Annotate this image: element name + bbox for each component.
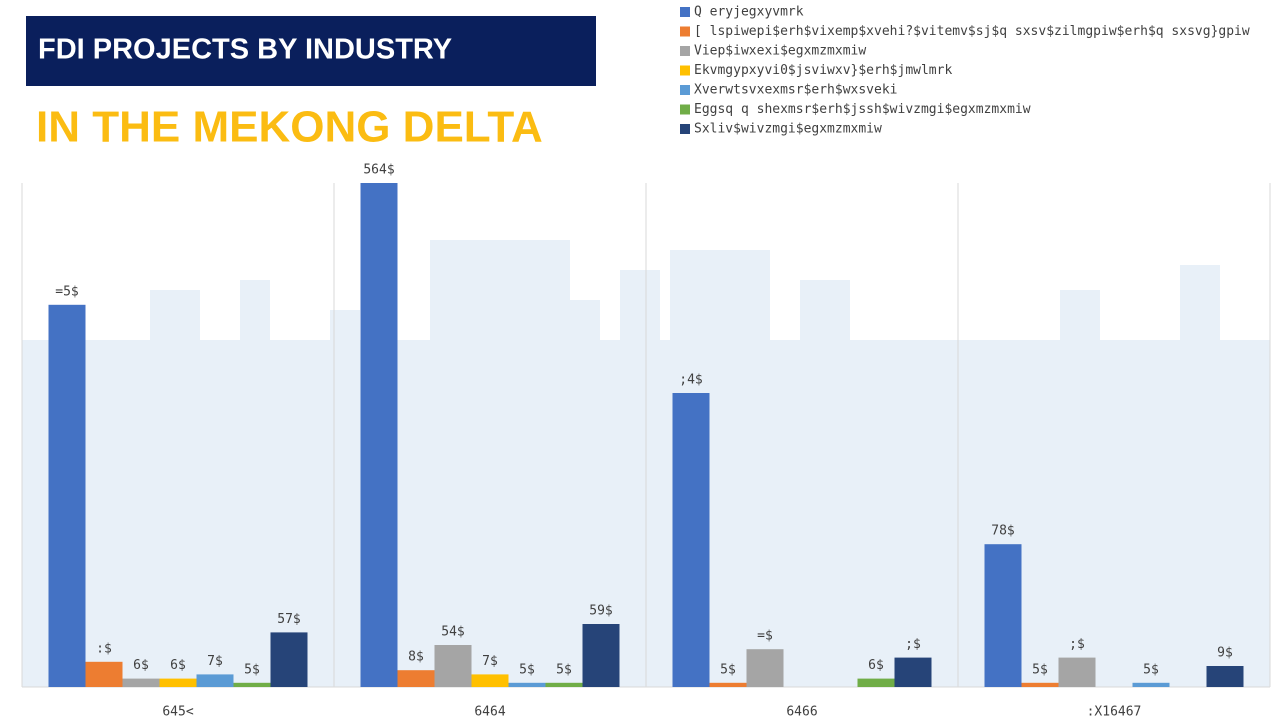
value-label: 57$ [277,612,301,627]
value-label: 6$ [133,658,149,673]
value-label: =5$ [55,284,79,299]
legend-label: Ekvmgypxyvi0$jsviwxv}$erh$jmwlmrk [694,63,952,78]
legend-label: Eggsq q shexmsr$erh$jssh$wivzmgi$egxmzmx… [694,102,1031,117]
bar [270,632,308,687]
bar [582,624,620,687]
value-label: 564$ [363,163,394,178]
value-label: =$ [757,629,773,644]
value-label: 5$ [1032,662,1048,677]
bar [397,670,435,687]
legend-swatch [680,7,690,17]
x-tick-label: 645< [162,705,193,720]
x-tick-label: 6464 [474,705,505,720]
value-label: 5$ [720,662,736,677]
legend-label: Xverwtsvxexmsr$erh$wxsveki [694,83,898,98]
bar [1206,666,1244,687]
legend-swatch [680,65,690,76]
legend-swatch [680,104,690,115]
bar [471,674,509,687]
bar [1132,682,1170,687]
bar [122,678,160,687]
value-label: 78$ [991,524,1015,539]
bar [360,183,398,687]
title-box [26,16,596,86]
bar [894,657,932,687]
value-label: ;4$ [679,373,703,388]
value-label: 59$ [589,604,613,619]
title: FDI PROJECTS BY INDUSTRY [38,34,452,66]
value-label: 5$ [244,662,260,677]
value-label: :$ [96,641,112,656]
bar [508,682,546,687]
value-label: 5$ [556,662,572,677]
value-label: 5$ [519,662,535,677]
value-label: ;$ [1069,637,1085,652]
legend-label: Sxliv$wivzmgi$egxmzmxmiw [694,122,882,137]
legend-label: Viep$iwxexi$egxmzmxmiw [694,44,866,59]
value-label: 6$ [868,658,884,673]
legend-swatch [680,46,690,56]
bar [233,682,271,687]
bar [434,645,472,687]
legend-swatch [680,124,690,134]
value-label: ;$ [905,637,921,652]
bar [196,674,234,687]
bar [857,678,895,687]
legend-swatch [680,85,690,95]
bar [85,661,123,687]
bar [159,678,197,687]
value-label: 54$ [441,625,465,640]
legend-label: [ lspiwepi$erh$vixemp$xvehi?$vitemv$sj$q… [694,24,1250,39]
bar [48,304,86,687]
value-label: 9$ [1217,646,1233,661]
subtitle: IN THE MEKONG DELTA [36,103,543,152]
legend-swatch [680,26,690,37]
x-tick-label: 6466 [786,705,817,720]
bar [1058,657,1096,687]
value-label: 6$ [170,658,186,673]
value-label: 8$ [408,650,424,665]
value-label: 5$ [1143,662,1159,677]
bar [984,544,1022,687]
bar [1021,682,1059,687]
bar [672,393,710,687]
x-tick-label: :X16467 [1087,705,1142,720]
legend-label: Q eryjegxyvmrk [694,5,804,20]
bar [746,649,784,687]
bar [545,682,583,687]
value-label: 7$ [482,654,498,669]
value-label: 7$ [207,654,223,669]
bar [709,682,747,687]
